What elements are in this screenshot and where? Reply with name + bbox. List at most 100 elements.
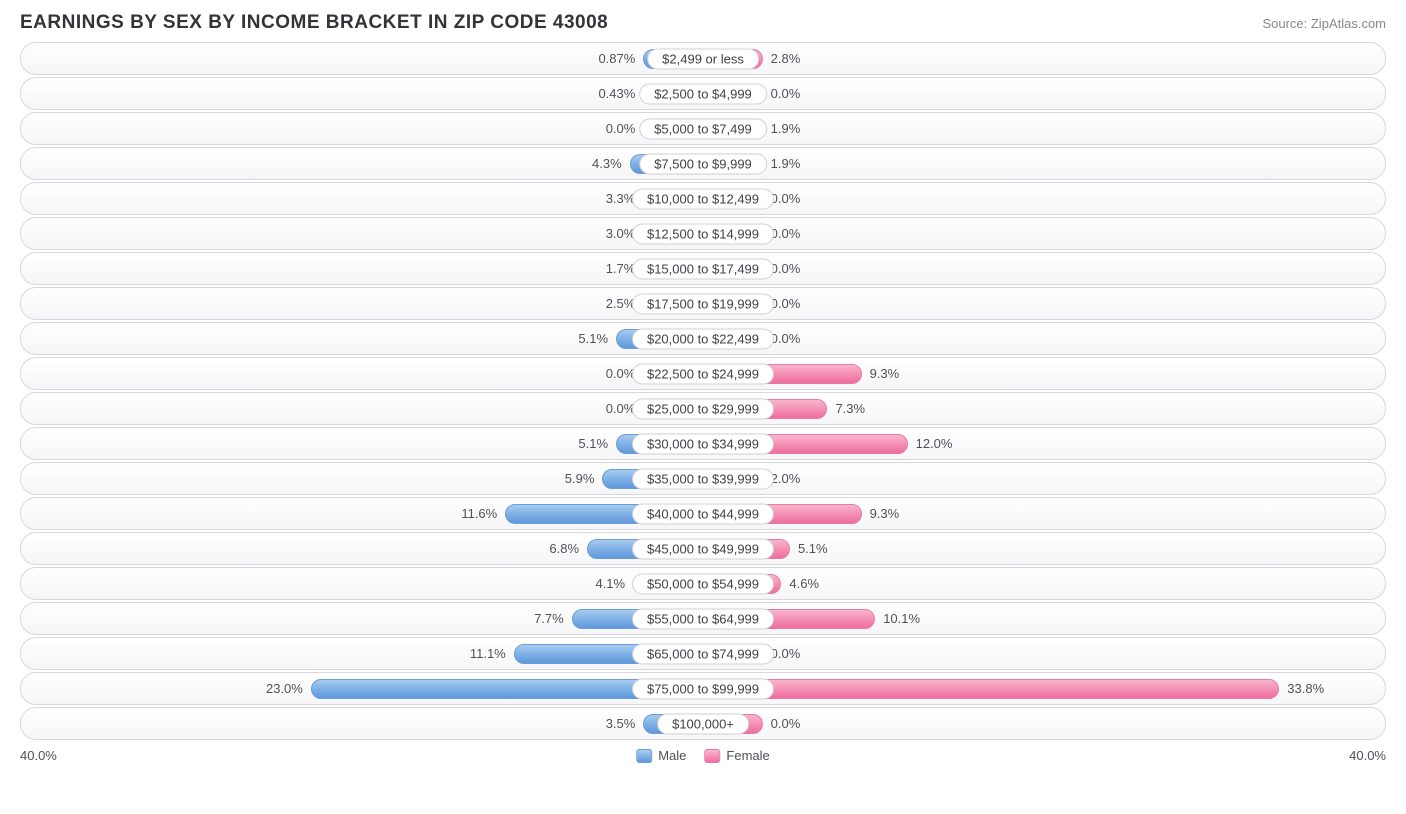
male-half: 6.8% bbox=[21, 533, 703, 564]
male-pct: 0.87% bbox=[590, 51, 643, 66]
female-half: 12.0% bbox=[703, 428, 1385, 459]
chart-row: 0.0% 9.3% $22,500 to $24,999 bbox=[20, 357, 1386, 390]
chart-row: 5.9%2.0%$35,000 to $39,999 bbox=[20, 462, 1386, 495]
bracket-label: $10,000 to $12,499 bbox=[632, 188, 774, 209]
male-pct: 0.0% bbox=[598, 121, 644, 136]
male-half: 0.0% bbox=[21, 358, 703, 389]
female-half: 1.9% bbox=[703, 113, 1385, 144]
chart-title: EARNINGS BY SEX BY INCOME BRACKET IN ZIP… bbox=[20, 12, 608, 34]
female-pct: 12.0% bbox=[908, 436, 961, 451]
bracket-label: $22,500 to $24,999 bbox=[632, 363, 774, 384]
male-pct: 6.8% bbox=[541, 541, 587, 556]
male-half: 0.87% bbox=[21, 43, 703, 74]
female-half: 7.3% bbox=[703, 393, 1385, 424]
bracket-label: $45,000 to $49,999 bbox=[632, 538, 774, 559]
bracket-label: $2,500 to $4,999 bbox=[639, 83, 767, 104]
bracket-label: $7,500 to $9,999 bbox=[639, 153, 767, 174]
male-pct: 5.9% bbox=[557, 471, 603, 486]
female-half: 33.8% bbox=[703, 673, 1385, 704]
female-pct: 0.0% bbox=[763, 86, 809, 101]
chart-row: 0.43% 0.0%$2,500 to $4,999 bbox=[20, 77, 1386, 110]
female-pct: 9.3% bbox=[862, 366, 908, 381]
female-half: 2.8% bbox=[703, 43, 1385, 74]
bracket-label: $5,000 to $7,499 bbox=[639, 118, 767, 139]
male-half: 4.1% bbox=[21, 568, 703, 599]
male-half: 0.0% bbox=[21, 113, 703, 144]
male-pct: 3.5% bbox=[598, 716, 644, 731]
chart-row: 7.7%10.1%$55,000 to $64,999 bbox=[20, 602, 1386, 635]
axis-left-label: 40.0% bbox=[20, 748, 57, 763]
male-pct: 4.3% bbox=[584, 156, 630, 171]
male-pct: 7.7% bbox=[526, 611, 572, 626]
chart-row: 11.6% 9.3% $40,000 to $44,999 bbox=[20, 497, 1386, 530]
female-half: 0.0% bbox=[703, 708, 1385, 739]
female-pct: 7.3% bbox=[827, 401, 873, 416]
chart-row: 5.1%0.0%$20,000 to $22,499 bbox=[20, 322, 1386, 355]
chart-row: 3.3%0.0%$10,000 to $12,499 bbox=[20, 182, 1386, 215]
female-pct: 1.9% bbox=[763, 156, 809, 171]
bracket-label: $12,500 to $14,999 bbox=[632, 223, 774, 244]
chart-header: EARNINGS BY SEX BY INCOME BRACKET IN ZIP… bbox=[0, 0, 1406, 42]
male-pct: 0.43% bbox=[590, 86, 643, 101]
bracket-label: $25,000 to $29,999 bbox=[632, 398, 774, 419]
chart-row: 23.0% 33.8% $75,000 to $99,999 bbox=[20, 672, 1386, 705]
chart-source: Source: ZipAtlas.com bbox=[1262, 16, 1386, 31]
bracket-label: $55,000 to $64,999 bbox=[632, 608, 774, 629]
bracket-label: $75,000 to $99,999 bbox=[632, 678, 774, 699]
bracket-label: $30,000 to $34,999 bbox=[632, 433, 774, 454]
female-bar bbox=[703, 679, 1279, 699]
legend-female-label: Female bbox=[726, 748, 769, 763]
male-pct: 23.0% bbox=[258, 681, 311, 696]
bracket-label: $2,499 or less bbox=[647, 48, 759, 69]
male-pct: 11.6% bbox=[453, 506, 505, 521]
bracket-label: $40,000 to $44,999 bbox=[632, 503, 774, 524]
female-pct: 33.8% bbox=[1279, 681, 1332, 696]
chart-row: 4.3% 1.9%$7,500 to $9,999 bbox=[20, 147, 1386, 180]
male-half: 0.0% bbox=[21, 393, 703, 424]
female-pct: 9.3% bbox=[862, 506, 908, 521]
legend: Male Female bbox=[636, 748, 770, 763]
chart-row: 5.1% 12.0% $30,000 to $34,999 bbox=[20, 427, 1386, 460]
male-pct: 4.1% bbox=[587, 576, 633, 591]
female-pct: 0.0% bbox=[763, 716, 809, 731]
female-pct: 4.6% bbox=[781, 576, 827, 591]
chart-row: 2.5%0.0%$17,500 to $19,999 bbox=[20, 287, 1386, 320]
female-half: 0.0% bbox=[703, 253, 1385, 284]
female-half: 1.9% bbox=[703, 148, 1385, 179]
female-half: 9.3% bbox=[703, 358, 1385, 389]
female-half: 0.0% bbox=[703, 183, 1385, 214]
male-half: 23.0% bbox=[21, 673, 703, 704]
male-half: 4.3% bbox=[21, 148, 703, 179]
bracket-label: $100,000+ bbox=[657, 713, 749, 734]
female-half: 0.0% bbox=[703, 78, 1385, 109]
male-half: 0.43% bbox=[21, 78, 703, 109]
male-half: 5.1% bbox=[21, 323, 703, 354]
chart-body: 0.87%2.8%$2,499 or less0.43%0.0%$2,500 t… bbox=[0, 42, 1406, 740]
legend-male-label: Male bbox=[658, 748, 686, 763]
legend-male: Male bbox=[636, 748, 686, 763]
female-half: 4.6% bbox=[703, 568, 1385, 599]
chart-row: 0.87% 2.8% $2,499 or less bbox=[20, 42, 1386, 75]
male-half: 1.7% bbox=[21, 253, 703, 284]
bracket-label: $17,500 to $19,999 bbox=[632, 293, 774, 314]
female-half: 2.0% bbox=[703, 463, 1385, 494]
chart-row: 0.0% 7.3% $25,000 to $29,999 bbox=[20, 392, 1386, 425]
bracket-label: $65,000 to $74,999 bbox=[632, 643, 774, 664]
male-half: 11.1% bbox=[21, 638, 703, 669]
female-half: 0.0% bbox=[703, 323, 1385, 354]
male-swatch-icon bbox=[636, 749, 652, 763]
male-pct: 5.1% bbox=[570, 436, 616, 451]
female-half: 9.3% bbox=[703, 498, 1385, 529]
female-half: 0.0% bbox=[703, 638, 1385, 669]
chart-row: 6.8%5.1%$45,000 to $49,999 bbox=[20, 532, 1386, 565]
chart-row: 0.0% 1.9%$5,000 to $7,499 bbox=[20, 112, 1386, 145]
male-half: 3.0% bbox=[21, 218, 703, 249]
male-half: 11.6% bbox=[21, 498, 703, 529]
chart-row: 11.1%0.0%$65,000 to $74,999 bbox=[20, 637, 1386, 670]
axis-right-label: 40.0% bbox=[1349, 748, 1386, 763]
female-pct: 2.8% bbox=[763, 51, 809, 66]
chart-row: 3.0%0.0%$12,500 to $14,999 bbox=[20, 217, 1386, 250]
male-half: 3.5% bbox=[21, 708, 703, 739]
male-pct: 5.1% bbox=[570, 331, 616, 346]
chart-row: 4.1%4.6%$50,000 to $54,999 bbox=[20, 567, 1386, 600]
